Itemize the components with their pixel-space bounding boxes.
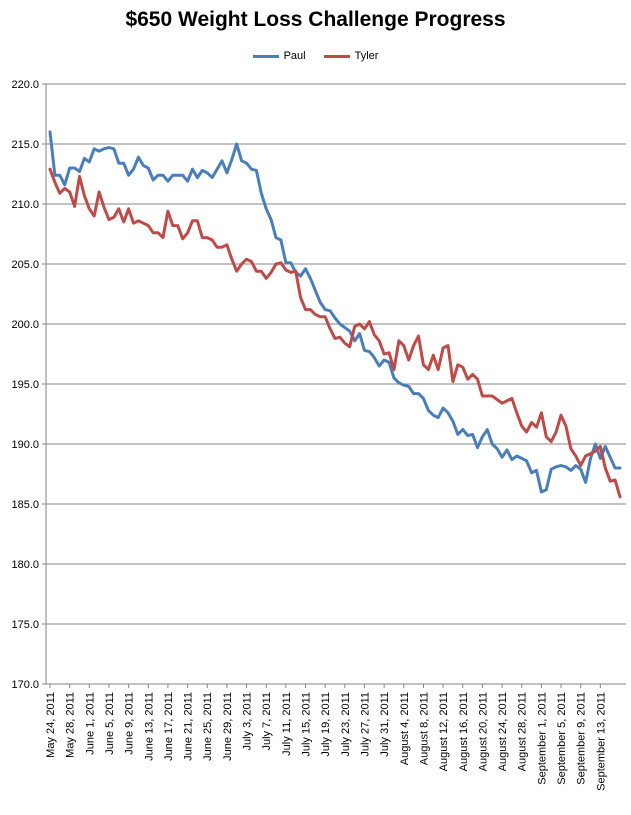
x-tick-label: August 28, 2011 xyxy=(517,692,529,771)
y-tick-label: 190.0 xyxy=(11,439,39,451)
x-tick-label: July 27, 2011 xyxy=(359,692,371,757)
x-axis: May 24, 2011 May 28, 2011 June 1, 2011 June… xyxy=(45,683,626,791)
series-line-tyler xyxy=(48,167,622,499)
x-tick-label: August 8, 2011 xyxy=(418,692,430,765)
gridlines xyxy=(46,83,626,685)
y-tick-label: 210.0 xyxy=(11,199,39,211)
x-tick-label: June 9, 2011 xyxy=(124,692,136,755)
y-tick-label: 200.0 xyxy=(11,319,39,331)
x-tick-label: July 11, 2011 xyxy=(281,692,293,756)
chart-title: $650 Weight Loss Challenge Progress xyxy=(125,8,506,31)
x-tick-label: September 1, 2011 xyxy=(536,692,548,785)
legend: Paul Tyler xyxy=(0,50,631,62)
x-tick-label: September 13, 2011 xyxy=(595,692,607,791)
x-tick-label: July 23, 2011 xyxy=(340,692,352,757)
x-tick-label: August 12, 2011 xyxy=(438,692,450,771)
x-tick-label: August 4, 2011 xyxy=(399,692,411,765)
x-tick-label: August 20, 2011 xyxy=(477,692,489,771)
legend-label-tyler: Tyler xyxy=(354,50,379,62)
x-tick-label: June 5, 2011 xyxy=(104,692,116,755)
x-tick-label: June 21, 2011 xyxy=(183,692,195,761)
x-tick-label: July 31, 2011 xyxy=(379,692,391,757)
legend-label-paul: Paul xyxy=(283,50,306,62)
x-tick-label: July 7, 2011 xyxy=(261,692,273,751)
y-tick-label: 180.0 xyxy=(11,559,39,571)
series-group xyxy=(48,130,622,499)
y-tick-label: 220.0 xyxy=(11,79,39,91)
y-axis: 170.0 175.0 180.0 185.0 190.0 195.0 200.0 205.0… xyxy=(11,79,47,691)
legend-swatch-paul xyxy=(252,54,279,58)
x-tick-label: May 28, 2011 xyxy=(65,692,77,758)
y-tick-label: 195.0 xyxy=(11,379,39,391)
x-tick-label: July 3, 2011 xyxy=(242,692,254,751)
x-tick-label: June 29, 2011 xyxy=(222,692,234,761)
x-tick-label: June 25, 2011 xyxy=(202,692,214,761)
legend-swatch-tyler xyxy=(323,54,350,58)
x-tick-label: June 13, 2011 xyxy=(143,692,155,761)
x-tick-label: August 24, 2011 xyxy=(497,692,509,771)
x-tick-label: July 15, 2011 xyxy=(301,692,313,757)
legend-item-tyler: Tyler xyxy=(323,50,379,62)
y-tick-label: 205.0 xyxy=(11,259,39,271)
y-tick-label: 170.0 xyxy=(11,679,39,691)
legend-item-paul: Paul xyxy=(252,50,306,62)
y-tick-label: 175.0 xyxy=(11,619,39,631)
x-tick-label: June 17, 2011 xyxy=(163,692,175,761)
y-tick-label: 185.0 xyxy=(11,499,39,511)
x-tick-label: August 16, 2011 xyxy=(458,692,470,771)
x-tick-label: July 19, 2011 xyxy=(320,692,332,757)
series-line-paul xyxy=(48,130,622,494)
x-tick-label: September 5, 2011 xyxy=(556,692,568,785)
x-tick-label: September 9, 2011 xyxy=(576,692,588,785)
y-tick-label: 215.0 xyxy=(11,139,39,151)
x-tick-label: June 1, 2011 xyxy=(84,692,96,755)
x-tick-label: May 24, 2011 xyxy=(45,692,57,758)
